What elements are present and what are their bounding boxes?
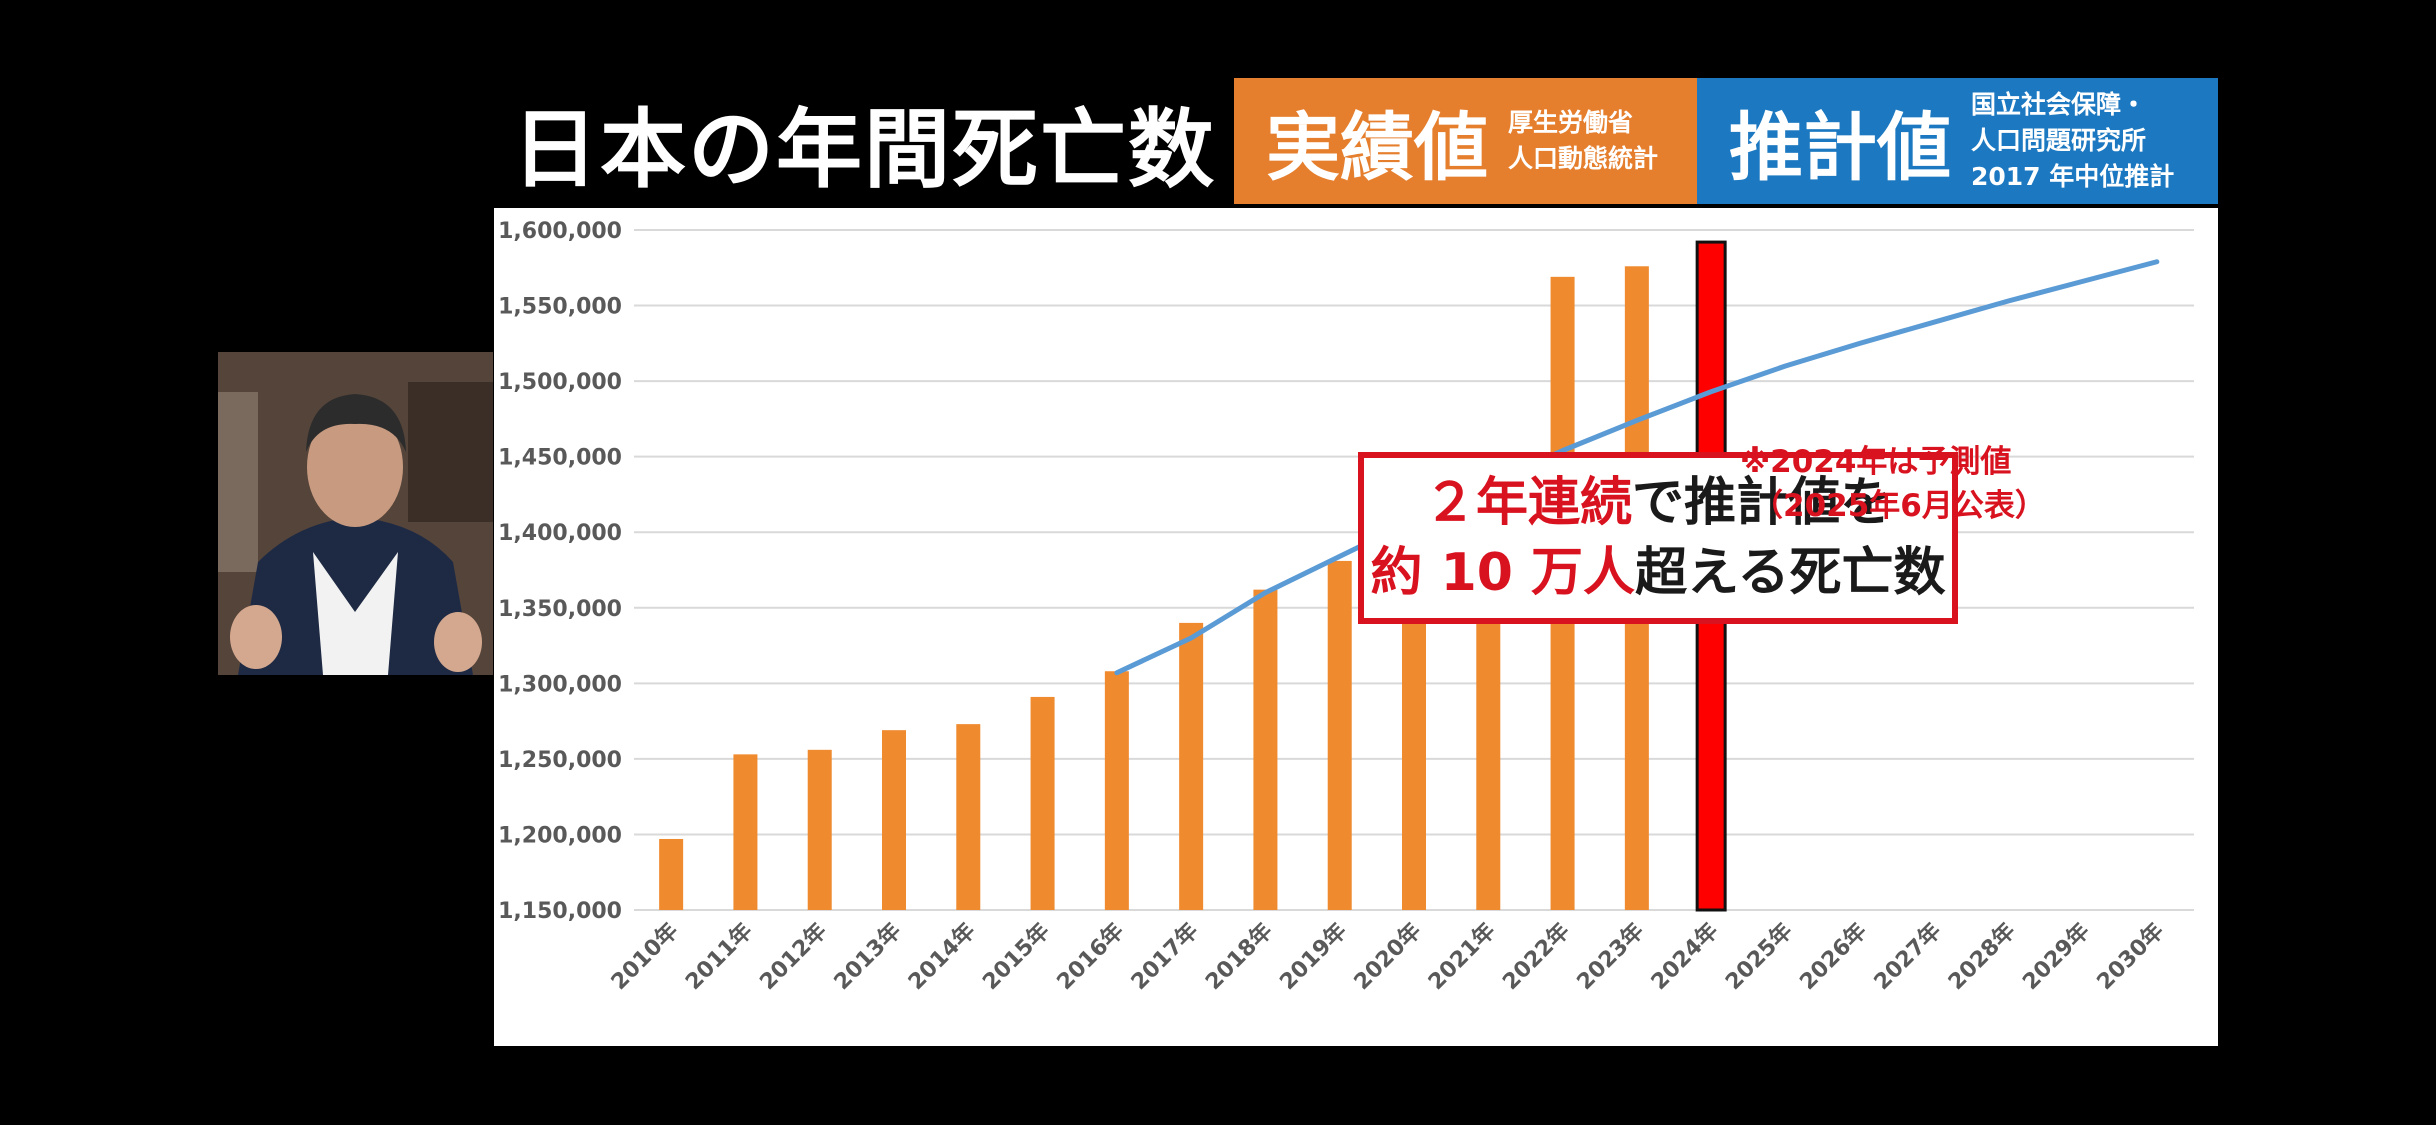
x-tick-label: 2023年 — [1572, 918, 1649, 995]
x-tick-label: 2010年 — [606, 918, 683, 995]
actual-source-line: 人口動態統計 — [1508, 144, 1659, 173]
bar — [882, 730, 906, 910]
actual-label: 実績値 — [1266, 104, 1488, 191]
y-tick-label: 1,500,000 — [498, 370, 622, 395]
note-line-2: （2025年6月公表） — [1752, 488, 2046, 524]
bar — [659, 838, 684, 910]
main-title: 日本の年間死亡数 — [512, 99, 1216, 200]
x-tick-label: 2028年 — [1943, 918, 2020, 995]
x-tick-label: 2013年 — [829, 918, 906, 995]
x-tick-label: 2025年 — [1720, 918, 1797, 995]
forecast-line — [1114, 259, 2160, 676]
x-tick-label: 2030年 — [2092, 918, 2169, 995]
bar — [1253, 589, 1278, 910]
bar — [1030, 696, 1055, 910]
deaths-chart: 1,150,000 1,200,000 1,250,000 1,300,000 1,35… — [498, 219, 2194, 995]
y-tick-label: 1,300,000 — [498, 672, 622, 697]
presenter-video-icon — [218, 352, 493, 675]
bar — [807, 749, 832, 910]
x-tick-label: 2029年 — [2018, 918, 2095, 995]
callout-box: ２年連続で推計値を 約 10 万人超える死亡数 — [1358, 452, 1958, 624]
x-tick-label: 2018年 — [1200, 918, 1277, 995]
callout-text: 超える死亡数 — [1635, 543, 1946, 603]
x-tick-label: 2014年 — [903, 918, 980, 995]
y-tick-label: 1,150,000 — [498, 899, 622, 924]
x-tick-label: 2026年 — [1795, 918, 1872, 995]
bar — [1179, 622, 1204, 910]
bar — [733, 754, 758, 910]
y-tick-label: 1,550,000 — [498, 295, 622, 320]
forecast-legend-box: 推計値 国立社会保障・ 人口問題研究所 2017 年中位推計 — [1697, 78, 2218, 204]
callout-highlight: 約 10 万人 — [1370, 543, 1636, 603]
actual-source-line: 厚生労働省 — [1508, 108, 1634, 137]
y-tick-label: 1,400,000 — [498, 521, 622, 546]
x-tick-label: 2015年 — [978, 918, 1055, 995]
title-bar: 日本の年間死亡数 — [494, 78, 1234, 204]
x-tick-label: 2019年 — [1275, 918, 1352, 995]
y-tick-label: 1,250,000 — [498, 748, 622, 773]
forecast-label: 推計値 — [1729, 104, 1951, 191]
note-line-1: ※2024年は予測値 — [1740, 444, 2012, 480]
callout-highlight: ２年連続 — [1423, 473, 1632, 533]
x-tick-label: 2017年 — [1126, 918, 1203, 995]
x-tick-label: 2020年 — [1349, 918, 1426, 995]
x-tick-label: 2012年 — [755, 918, 832, 995]
bar — [956, 724, 981, 910]
x-tick-label: 2022年 — [1498, 918, 1575, 995]
forecast-source-line: 人口問題研究所 — [1971, 126, 2147, 155]
callout-text: で推計値を — [1632, 473, 1893, 533]
x-tick-label: 2011年 — [680, 918, 757, 995]
forecast-source: 国立社会保障・ 人口問題研究所 2017 年中位推計 — [1971, 87, 2174, 195]
bar — [1327, 560, 1352, 910]
x-tick-label: 2024年 — [1646, 918, 1723, 995]
callout-line-1: ２年連続で推計値を — [1424, 468, 1892, 538]
bar — [1402, 573, 1426, 910]
actual-legend-box: 実績値 厚生労働省 人口動態統計 — [1234, 78, 1697, 204]
callout-line-2: 約 10 万人超える死亡数 — [1370, 538, 1945, 608]
forecast-source-line: 国立社会保障・ — [1971, 90, 2147, 119]
x-tick-label: 2027年 — [1869, 918, 1946, 995]
x-tick-label: 2021年 — [1423, 918, 1500, 995]
y-tick-label: 1,200,000 — [498, 823, 622, 848]
bar — [1104, 671, 1129, 910]
forecast-note: ※2024年は予測値 （2025年6月公表） — [1740, 440, 2080, 528]
chart-panel: 1,150,000 1,200,000 1,250,000 1,300,000 1,35… — [494, 208, 2218, 1046]
y-tick-label: 1,450,000 — [498, 446, 622, 471]
actual-source: 厚生労働省 人口動態統計 — [1508, 105, 1658, 177]
y-tick-label: 1,350,000 — [498, 597, 622, 622]
forecast-source-line: 2017 年中位推計 — [1971, 162, 2175, 191]
presenter-webcam — [218, 352, 493, 675]
y-tick-label: 1,600,000 — [498, 219, 622, 244]
x-tick-label: 2016年 — [1052, 918, 1129, 995]
